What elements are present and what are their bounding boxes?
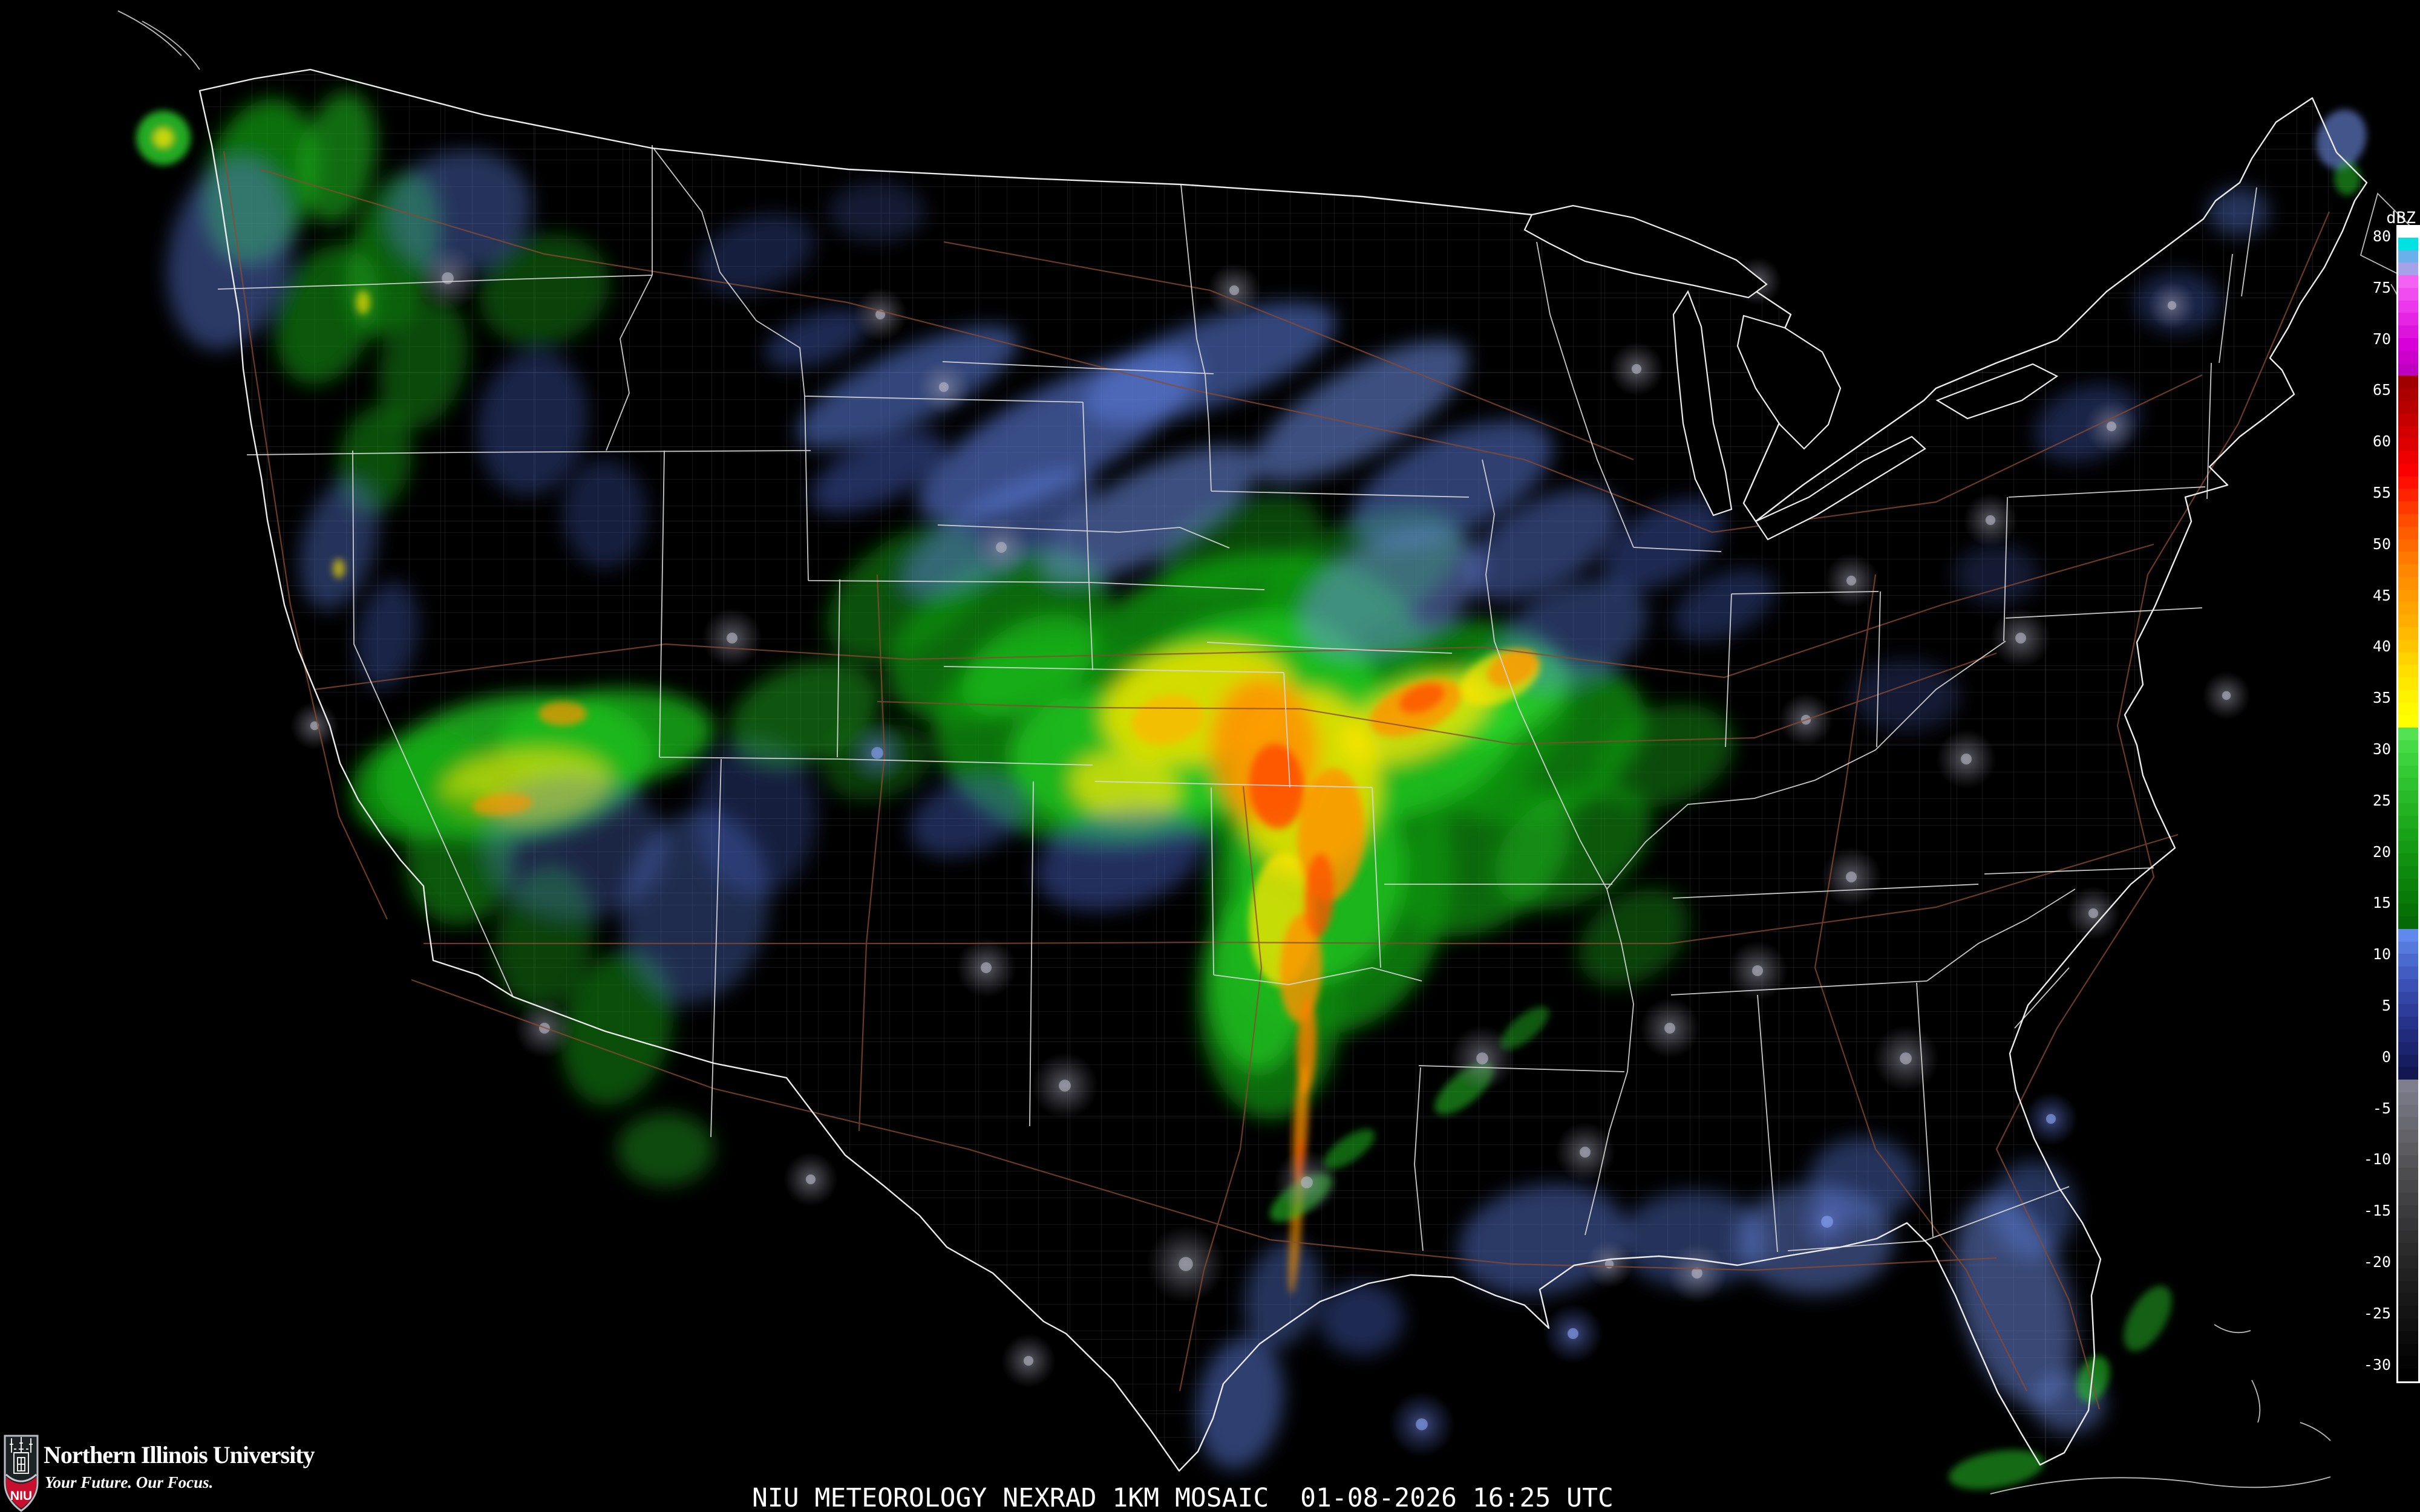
- lake-ontario: [1935, 363, 2059, 420]
- colorbar-tick: -20: [2363, 1253, 2391, 1271]
- university-tagline: Your Future. Our Focus.: [45, 1473, 214, 1491]
- colorbar-tick: 80: [2372, 227, 2391, 245]
- colorbar-tick: -10: [2363, 1150, 2391, 1168]
- colorbar-tick: 60: [2372, 432, 2391, 451]
- colorbar-tick: 75: [2372, 278, 2391, 296]
- clutter-core: [805, 1174, 816, 1185]
- clutter-core: [2046, 1113, 2056, 1124]
- university-name: Northern Illinois University: [44, 1441, 315, 1468]
- clutter-core: [1416, 1418, 1428, 1430]
- colorbar-tick: -30: [2363, 1355, 2391, 1374]
- clutter-core: [1692, 1268, 1702, 1279]
- colorbar-tick: 65: [2372, 381, 2391, 399]
- lake-huron: [1736, 314, 1842, 450]
- colorbar-tick: 5: [2381, 997, 2391, 1014]
- colorbar-unit-label: dBZ: [2386, 209, 2416, 227]
- colorbar-tick: 35: [2372, 689, 2391, 707]
- colorbar-tick: 70: [2372, 330, 2391, 348]
- niu-logo: NIU Northern Illinois University Your Fu…: [4, 1433, 463, 1512]
- colorbar-tick: -15: [2363, 1202, 2391, 1220]
- colorbar-tick: 45: [2372, 586, 2391, 604]
- colorbar-tick: -5: [2372, 1099, 2391, 1117]
- niu-shield-text: NIU: [10, 1489, 32, 1503]
- radar-echo: [1949, 1450, 2044, 1490]
- highway-lines: [223, 151, 2330, 1410]
- clutter-core: [310, 721, 319, 731]
- clutter-core: [2222, 691, 2231, 700]
- us-outline: [198, 68, 2368, 1472]
- castle-icon: [10, 1437, 33, 1474]
- radar-echo: [2124, 1285, 2172, 1352]
- clutter-core: [1568, 1328, 1578, 1339]
- great-lakes: [1523, 204, 2059, 541]
- lake-superior: [1523, 204, 1768, 299]
- colorbar-tick: 40: [2372, 637, 2391, 656]
- colorbar-tick: 50: [2372, 535, 2391, 553]
- product-title: NIU METEOROLOGY NEXRAD 1KM MOSAIC 01-08-…: [752, 1483, 1614, 1512]
- colorbar-tick: 20: [2372, 842, 2391, 861]
- clutter-core: [1023, 1355, 1034, 1366]
- radar-echo: [617, 1113, 714, 1185]
- colorbar-tick: 25: [2372, 791, 2391, 809]
- radar-echo: [154, 128, 173, 148]
- lake-michigan: [1672, 290, 1733, 516]
- colorbar-tick: -25: [2363, 1304, 2391, 1322]
- colorbar-tick: 10: [2372, 945, 2391, 963]
- colorbar-tick: 15: [2372, 894, 2391, 912]
- lake-erie: [1754, 435, 1926, 541]
- colorbar-tick: 55: [2372, 484, 2391, 501]
- reflectivity-colorbar: [2396, 225, 2420, 1383]
- colorbar-tick: 30: [2372, 740, 2391, 758]
- state-borders: [217, 145, 2257, 1253]
- niu-shield-icon: NIU: [4, 1435, 39, 1512]
- colorbar-tick: 0: [2381, 1048, 2391, 1066]
- radar-echo: [1319, 1282, 1404, 1355]
